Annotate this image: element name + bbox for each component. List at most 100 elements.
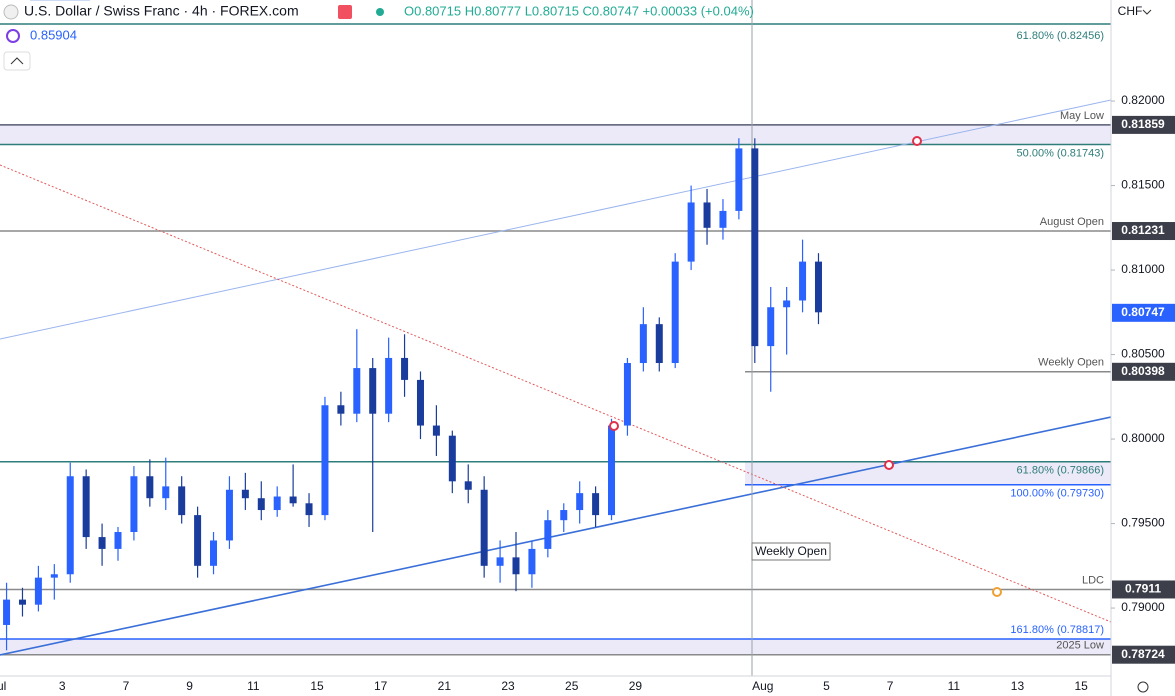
price-tag <box>1112 645 1175 664</box>
x-tick-label: 11 <box>948 679 961 693</box>
candle-body <box>50 574 58 578</box>
ohlc: O0.80715 H0.80777 L0.80715 C0.80747 +0.0… <box>404 3 754 18</box>
axis: 0.79000 0.79500 0.80000 0.80500 0.81000 0.815… <box>0 93 1175 693</box>
level-label: 2025 Low <box>1056 640 1104 652</box>
x-tick-label: 9 <box>186 679 193 693</box>
candle-body <box>592 493 600 516</box>
candle-body <box>448 435 456 482</box>
y-tick-label: 0.79500 <box>1121 516 1165 530</box>
price-tag-label: 0.78724 <box>1121 647 1165 661</box>
collapse-button[interactable] <box>3 51 31 71</box>
candle-body <box>82 476 90 538</box>
candle-body <box>703 202 711 228</box>
level-label: 161.80% (0.78817) <box>1010 624 1104 636</box>
status-dot <box>376 8 384 16</box>
candle-body <box>480 489 488 566</box>
price-tag-label: 0.80747 <box>1121 305 1165 319</box>
candle-body <box>257 498 265 511</box>
candle-body <box>576 493 584 511</box>
y-tick-label: 0.80000 <box>1121 431 1165 445</box>
marker <box>884 460 894 470</box>
candle-body <box>162 486 170 499</box>
candle-body <box>464 481 472 490</box>
symbol-icon <box>3 4 19 20</box>
level-label: 50.00% (0.81743) <box>1017 147 1104 159</box>
candle-body <box>687 202 695 262</box>
candle-body <box>671 261 679 364</box>
x-tick-label: 15 <box>1074 679 1088 693</box>
x-tick-label: 7 <box>123 679 130 693</box>
candle-body <box>130 476 138 533</box>
channel-upper <box>0 99 1111 340</box>
candle-body <box>305 503 313 516</box>
chart-title: U.S. Dollar / Swiss Franc · 4h · FOREX.c… <box>24 3 299 19</box>
flag-icon[interactable] <box>338 5 352 19</box>
x-tick-label: Jul <box>0 679 6 693</box>
candle-body <box>3 599 11 625</box>
x-tick-label: 3 <box>59 679 66 693</box>
candle-body <box>735 148 743 211</box>
candle-body <box>639 324 647 364</box>
candle-body <box>146 476 154 499</box>
price-tag <box>1112 115 1175 134</box>
zones <box>0 124 1111 655</box>
y-tick-label: 0.81000 <box>1121 262 1165 276</box>
candle-body <box>623 363 631 426</box>
candle-body <box>337 405 345 414</box>
indicator-icon <box>6 29 20 43</box>
settings-icon[interactable] <box>1137 681 1149 693</box>
candle-body <box>114 532 122 549</box>
x-tick-label: 11 <box>247 679 260 693</box>
candle-body <box>178 486 186 516</box>
candle-body <box>655 324 663 364</box>
trend-line <box>0 164 1111 623</box>
y-tick-label: 0.81500 <box>1121 178 1165 192</box>
x-tick-label: 21 <box>438 679 452 693</box>
candle-body <box>799 261 807 301</box>
price-tag-label: 0.81859 <box>1121 117 1165 131</box>
x-tick-label: Aug <box>752 679 773 693</box>
candle-body <box>225 489 233 541</box>
x-tick-label: 5 <box>823 679 830 693</box>
y-tick-label: 0.80500 <box>1121 347 1165 361</box>
channel-lower <box>0 416 1111 656</box>
candle-body <box>496 557 504 566</box>
price-tag-label: 0.80398 <box>1121 364 1165 378</box>
candle-body <box>289 496 297 504</box>
candle-body <box>416 379 424 426</box>
price-tag <box>1112 222 1175 241</box>
candle-body <box>369 368 377 414</box>
candle-body <box>751 148 759 347</box>
x-tick-label: 29 <box>629 679 643 693</box>
level-label: August Open <box>1040 216 1104 228</box>
x-tick-label: 13 <box>1011 679 1025 693</box>
candle-body <box>814 261 822 313</box>
candle-body <box>194 515 202 566</box>
vline-label: Weekly Open <box>755 544 827 558</box>
candle-body <box>241 489 249 499</box>
level-label: 61.80% (0.82456) <box>1017 30 1104 42</box>
price-tag <box>1112 303 1175 322</box>
candle-body <box>385 357 393 414</box>
price-tag <box>1112 580 1175 599</box>
candle-body <box>401 357 409 380</box>
vline-label-box <box>751 542 831 561</box>
levels: 61.80% (0.82456) May Low 50.00% (0.81743) A… <box>0 23 1111 656</box>
level-label: 100.00% (0.79730) <box>1010 488 1104 500</box>
x-tick-label: 7 <box>887 679 894 693</box>
indicator-value: 0.85904 <box>30 27 77 42</box>
candle-body <box>34 577 42 605</box>
markers <box>609 136 1002 597</box>
candle-body <box>273 496 281 511</box>
zone <box>0 638 1111 655</box>
currency-dropdown[interactable] <box>1142 9 1152 15</box>
zone <box>0 124 1111 145</box>
candle-body <box>432 425 440 436</box>
candle-body <box>66 476 74 575</box>
level-label: 61.80% (0.79866) <box>1017 465 1104 477</box>
marker <box>609 421 619 431</box>
candle-body <box>608 425 616 516</box>
